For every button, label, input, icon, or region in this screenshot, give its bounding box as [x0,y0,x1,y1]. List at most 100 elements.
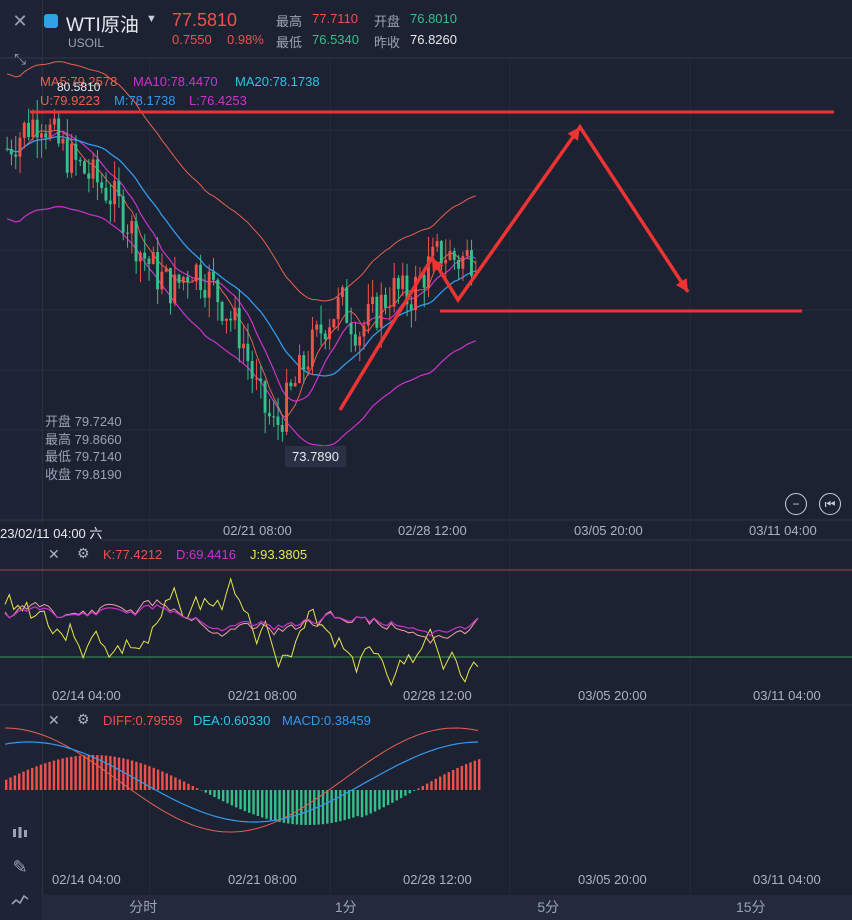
symbol-dropdown-icon[interactable]: ▼ [146,13,157,25]
jump-start-button[interactable]: ⏮ [819,493,841,515]
macd-bar [152,767,155,790]
tab-timeshare[interactable]: 分时 [129,899,158,915]
collapse-icon[interactable]: ⤡ [13,50,26,68]
candle-body [276,416,280,425]
macd-bar [425,783,429,790]
time-tick: 02/21 08:00 [228,688,297,703]
macd-bar [252,790,255,815]
ma10-line [7,130,477,402]
macd-bar [313,790,316,825]
macd-bar [217,790,221,800]
candle-body [40,133,43,138]
macd-bar [113,756,116,790]
candle-body [186,277,190,282]
macd-bar [469,762,472,790]
macd-bar [191,785,194,790]
grid [0,57,852,895]
candle-body [83,161,86,174]
macd-bar [412,790,416,791]
macd-bar [295,790,299,825]
candle-body [134,220,138,262]
indicator-icon[interactable] [5,886,35,916]
candle-body [280,424,284,432]
macd-bar [274,790,277,822]
time-tick: 03/11 04:00 [753,872,821,887]
time-tick: 02/28 12:00 [398,523,467,538]
high-label: 最高 [276,14,303,29]
tab-5min[interactable]: 5分 [537,899,560,915]
time-tick: 02/14 04:00 [52,688,121,703]
bollinger-bands [6,61,477,447]
candle-body [345,287,349,323]
macd-bar [365,790,368,816]
symbol-icon [44,14,58,28]
macd-bar [104,755,108,790]
candle-body [173,274,177,304]
tab-1min[interactable]: 1分 [334,899,357,915]
candle-body [336,297,340,320]
symbol-name[interactable]: WTI原油 [66,15,139,36]
macd-bar [451,769,455,790]
macd-dea-line [4,741,479,823]
candle-body [70,143,73,173]
ma5-line [7,129,477,419]
time-tick: 02/14 04:00 [52,872,121,887]
candle-body [465,250,469,257]
kdj-close-icon[interactable]: ✕ [48,546,60,562]
candle-body [392,277,396,307]
period-tabs: 分时 1分 5分 15分 [42,895,852,920]
tooltip-low: 最低 79.7140 [45,449,122,464]
kdj-panel [4,577,479,687]
macd-bar [239,790,242,810]
candle-body [267,412,271,417]
zoom-out-button[interactable]: − [785,493,807,515]
candle-body [375,296,379,328]
macd-bar [18,773,21,790]
macd-bar [139,763,142,790]
candle-body [61,138,65,144]
macd-bar [35,766,38,790]
tooltip-close: 收盘 79.8190 [45,466,122,482]
candle-body [194,264,198,282]
macd-bar [44,763,47,790]
candle-body [396,277,400,289]
candle-body [323,333,327,340]
candle-body [190,281,194,283]
candle-body [138,252,142,262]
candle-body [358,336,362,346]
macd-bar [5,779,8,790]
macd-bar [87,755,90,790]
macd-bar [187,783,190,790]
boll-l-legend: L:76.4253 [189,93,247,108]
candle-body [259,378,263,382]
macd-settings-icon[interactable]: ⚙ [77,711,90,727]
kdj-d-line [4,604,479,637]
kdj-j-legend: J:93.3805 [250,547,308,562]
time-tick: 03/11 04:00 [749,523,817,538]
macd-bar [438,776,442,790]
macd-close-icon[interactable]: ✕ [48,712,60,728]
macd-bar [256,790,260,816]
candle-body [319,324,323,334]
candle-body [5,148,9,150]
candle-body [95,159,99,183]
macd-bar [31,767,34,790]
macd-bar [178,779,181,790]
candle-body [310,329,314,367]
annotations [30,110,834,411]
candle-body [224,318,228,321]
arrow-head [432,258,444,272]
macd-bar [473,760,477,790]
candle-body [422,275,426,288]
macd-bar [269,790,273,820]
draw-pen-icon[interactable]: ✎ [12,856,28,877]
kdj-settings-icon[interactable]: ⚙ [77,545,90,561]
macd-diff-legend: DIFF:0.79559 [103,713,183,728]
close-icon[interactable]: ✕ [12,10,28,31]
candle-body [237,307,241,349]
candlestick-icon[interactable] [5,818,35,848]
time-tick: 02/21 08:00 [228,872,297,887]
macd-bar [404,790,407,796]
macd-bar [148,766,151,790]
tab-15min[interactable]: 15分 [735,899,766,915]
